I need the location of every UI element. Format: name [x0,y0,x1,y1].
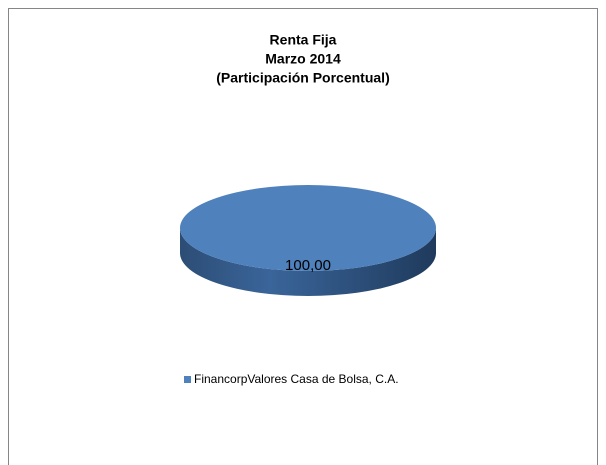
legend-label: FinancorpValores Casa de Bolsa, C.A. [194,372,399,386]
pie-slice-side [180,228,436,296]
chart-border [8,8,598,465]
data-label: 100,00 [285,257,331,274]
chart-title: (Participación Porcentual) [216,70,389,86]
pie-slice [180,185,436,271]
legend-swatch [184,376,191,383]
chart-title: Renta Fija [270,32,337,48]
chart-title: Marzo 2014 [265,51,341,67]
